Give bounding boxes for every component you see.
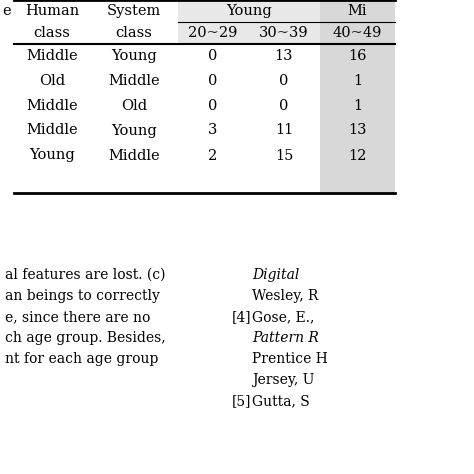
Bar bbox=[320, 0, 395, 193]
Text: Gose, E.,: Gose, E., bbox=[252, 310, 314, 324]
Text: Old: Old bbox=[121, 99, 147, 112]
Bar bbox=[178, 0, 320, 44]
Text: Digital: Digital bbox=[252, 268, 300, 282]
Text: Middle: Middle bbox=[108, 73, 160, 88]
Text: 11: 11 bbox=[275, 124, 293, 137]
Text: Jersey, U: Jersey, U bbox=[252, 373, 314, 387]
Text: [5]: [5] bbox=[232, 394, 252, 408]
Text: class: class bbox=[116, 26, 153, 40]
Text: 15: 15 bbox=[275, 148, 293, 163]
Text: class: class bbox=[34, 26, 71, 40]
Text: 0: 0 bbox=[208, 99, 218, 112]
Text: Middle: Middle bbox=[26, 124, 78, 137]
Text: 12: 12 bbox=[348, 148, 367, 163]
Text: Young: Young bbox=[29, 148, 75, 163]
Text: Human: Human bbox=[25, 4, 79, 18]
Text: 1: 1 bbox=[353, 99, 362, 112]
Text: Middle: Middle bbox=[26, 99, 78, 112]
Text: Wesley, R: Wesley, R bbox=[252, 289, 319, 303]
Text: 2: 2 bbox=[209, 148, 218, 163]
Text: al features are lost. (c): al features are lost. (c) bbox=[5, 268, 165, 282]
Text: Young: Young bbox=[111, 124, 157, 137]
Text: Middle: Middle bbox=[108, 148, 160, 163]
Text: 0: 0 bbox=[208, 73, 218, 88]
Text: 13: 13 bbox=[275, 49, 293, 63]
Text: e, since there are no: e, since there are no bbox=[5, 310, 150, 324]
Text: Young: Young bbox=[111, 49, 157, 63]
Text: 40~49: 40~49 bbox=[333, 26, 382, 40]
Text: Gutta, S: Gutta, S bbox=[252, 394, 310, 408]
Text: Middle: Middle bbox=[26, 49, 78, 63]
Text: 3: 3 bbox=[208, 124, 218, 137]
Text: [4]: [4] bbox=[232, 310, 252, 324]
Text: e: e bbox=[3, 4, 11, 18]
Text: 13: 13 bbox=[348, 124, 367, 137]
Text: 16: 16 bbox=[348, 49, 367, 63]
Text: Pattern R: Pattern R bbox=[252, 331, 319, 345]
Text: System: System bbox=[107, 4, 161, 18]
Text: an beings to correctly: an beings to correctly bbox=[5, 289, 160, 303]
Text: Prentice H: Prentice H bbox=[252, 352, 328, 366]
Text: Old: Old bbox=[39, 73, 65, 88]
Text: 30~39: 30~39 bbox=[259, 26, 309, 40]
Text: ch age group. Besides,: ch age group. Besides, bbox=[5, 331, 165, 345]
Text: nt for each age group: nt for each age group bbox=[5, 352, 158, 366]
Text: 20~29: 20~29 bbox=[188, 26, 237, 40]
Text: Mi: Mi bbox=[348, 4, 367, 18]
Text: Young: Young bbox=[226, 4, 272, 18]
Text: 0: 0 bbox=[208, 49, 218, 63]
Text: 1: 1 bbox=[353, 73, 362, 88]
Text: 0: 0 bbox=[279, 99, 289, 112]
Text: 0: 0 bbox=[279, 73, 289, 88]
